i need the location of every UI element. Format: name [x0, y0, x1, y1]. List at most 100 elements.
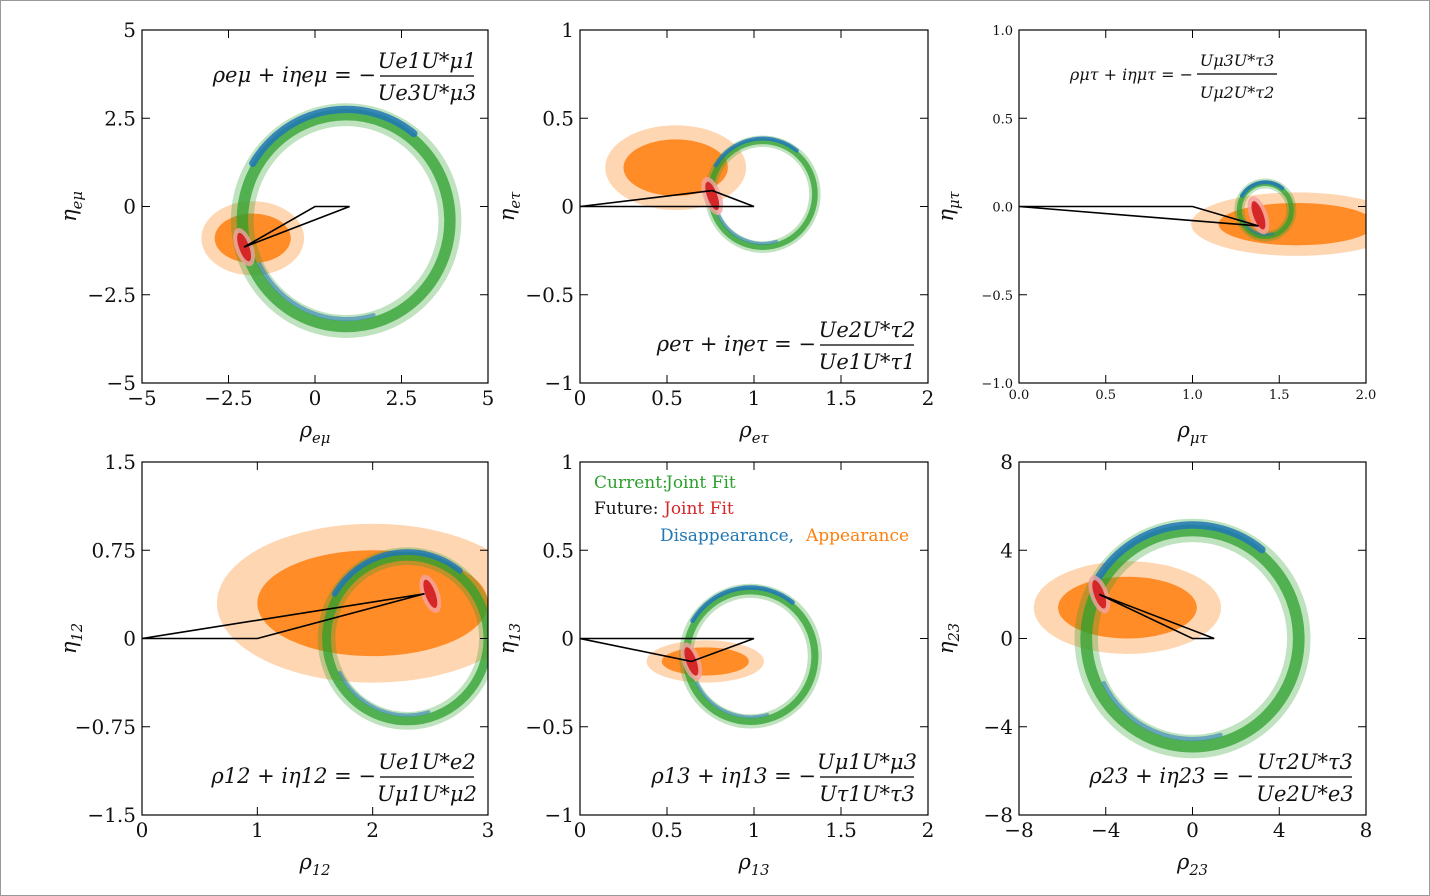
x-tick-label: 5 [482, 386, 495, 410]
y-tick-label: 1.0 [992, 24, 1013, 39]
disappearance-arc-1 [1093, 521, 1266, 584]
y-axis-label: η12 [57, 623, 86, 654]
y-tick-label: −0.5 [525, 283, 574, 307]
y-tick-label: −0.75 [75, 715, 136, 739]
unitarity-triangle [142, 592, 425, 640]
formula-numerator: Uτ2U*τ3 [1257, 750, 1353, 774]
joint-fit-ring-inner [1080, 524, 1305, 753]
plot-area-etau [580, 125, 821, 253]
formula-numerator: Ue1U*μ1 [378, 49, 477, 73]
x-tick-label: −4 [1091, 818, 1120, 842]
x-tick-label: 2 [366, 818, 379, 842]
x-tick-label: 3 [482, 818, 495, 842]
future-joint-fit-inner [1251, 201, 1266, 230]
y-tick-label: 0 [1000, 627, 1013, 651]
x-tick-label: 1.5 [825, 818, 857, 842]
formula-lhs: ρ12 + iη12 = − [210, 764, 376, 788]
legend-future-joint-fit: Joint Fit [662, 499, 734, 519]
y-axis-label: ηeμ [57, 191, 86, 222]
plot-area-23 [1033, 518, 1311, 759]
plot-area-mutau [1019, 178, 1366, 256]
x-tick-label: 1 [251, 818, 264, 842]
x-tick-label: 1.0 [1182, 388, 1203, 403]
disappearance-arc-2 [338, 670, 431, 717]
panels: −5 −2.5 0 2.5 5 −5 −2.5 0 2.5 5 ρeμ ηeμ ρeμ + iηeμ =… [57, 18, 1376, 879]
y-tick-label: −2.5 [87, 283, 136, 307]
legend-current-joint-fit: Joint Fit [664, 473, 736, 493]
y-tick-label: −1 [545, 371, 574, 395]
x-axis-label: ρ13 [737, 850, 769, 879]
plot-area-12 [142, 523, 488, 730]
joint-fit-ring-inner [236, 109, 456, 333]
x-tick-label: 0 [574, 386, 587, 410]
x-tick-label: 4 [1273, 818, 1286, 842]
legend-future-label: Future: [594, 499, 658, 519]
x-tick-label: 0 [1186, 818, 1199, 842]
x-tick-label: 0 [574, 818, 587, 842]
panel-12: 0 1 2 3 −1.5 −0.75 0 0.75 1.5 ρ12 η12 ρ12 + iη12 = … [57, 450, 495, 879]
disappearance-arc-1 [713, 136, 799, 168]
panel-emu: −5 −2.5 0 2.5 5 −5 −2.5 0 2.5 5 ρeμ ηeμ ρeμ + iηeμ =… [57, 18, 494, 447]
formula-lhs: ρeμ + iηeμ = − [212, 63, 376, 87]
future-joint-fit-inner [423, 579, 438, 608]
x-axis-label: ρ23 [1176, 850, 1208, 879]
formula-lhs: ρ23 + iη23 = − [1088, 764, 1254, 788]
disappearance-arc-2 [1242, 219, 1274, 237]
appearance-region-inner [623, 139, 728, 196]
plot-area-emu [201, 103, 462, 338]
x-tick-label: −2.5 [204, 386, 253, 410]
y-tick-label: −1.0 [981, 377, 1013, 392]
y-tick-label: 0.0 [992, 201, 1013, 216]
x-tick-label: 0.5 [1095, 388, 1116, 403]
y-axis-label: ημτ [934, 190, 963, 221]
disappearance-arc-1 [331, 549, 463, 597]
x-tick-label: 0 [136, 818, 149, 842]
y-tick-label: 0 [561, 627, 574, 651]
unitarity-triangle [580, 189, 755, 208]
y-tick-label: 0.5 [542, 106, 574, 130]
y-tick-label: 5 [123, 18, 136, 42]
panel-etau: 0 0.5 1 1.5 2 −1 −0.5 0 0.5 1 ρeτ ηeτ ρeτ + iηeτ = −… [495, 18, 934, 447]
y-tick-label: 1.5 [104, 450, 136, 474]
x-tick-label: 1 [748, 386, 761, 410]
plot-area-13 [580, 583, 822, 729]
y-tick-label: 8 [1000, 450, 1013, 474]
y-tick-label: −1.5 [87, 803, 136, 827]
y-tick-label: −0.5 [981, 289, 1013, 304]
formula-lhs: ρeτ + iηeτ = − [656, 332, 816, 356]
y-tick-label: −0.5 [525, 715, 574, 739]
panel-mutau: 0.0 0.5 1.0 1.5 2.0 −1.0 −0.5 0.0 0.5 1.0 ρμτ ημτ ρμ… [934, 24, 1376, 447]
x-tick-label: 2.5 [386, 386, 418, 410]
appearance-region-inner [257, 550, 488, 657]
x-tick-label: −5 [127, 386, 156, 410]
formula-numerator: Uμ3U*τ3 [1200, 51, 1275, 70]
x-tick-label: 0.5 [651, 818, 683, 842]
panel-23: −8 −4 0 4 8 −8 −4 0 4 8 ρ23 η23 ρ23 + iη23 = −Uτ2U*τ… [934, 450, 1372, 879]
formula-annotation: ρ13 + iη13 = −Uμ1U*μ3 Uτ1U*τ3 [650, 750, 917, 806]
panel-13: 0 0.5 1 1.5 2 −1 −0.5 0 0.5 1 ρ13 η13 ρ13 + iη13 = −… [495, 450, 934, 879]
x-axis-label: ρeτ [738, 418, 769, 447]
x-axis-label: ρeμ [299, 418, 331, 447]
x-axis-label: ρμτ [1176, 418, 1208, 447]
x-tick-label: 2 [922, 386, 935, 410]
formula-annotation: ρμτ + iημτ = − Uμ3U*τ3 Uμ2U*τ2 [1069, 51, 1277, 102]
unitarity-triangle [1098, 593, 1215, 640]
unitarity-triangle [580, 637, 755, 663]
disappearance-arc-1 [249, 105, 418, 167]
y-tick-label: 4 [1000, 538, 1013, 562]
formula-annotation: ρ12 + iη12 = −Ue1U*e2 Uμ1U*μ2 [210, 750, 477, 806]
x-tick-label: 0.5 [651, 386, 683, 410]
future-joint-fit-inner [705, 181, 720, 211]
formula-denominator: Ue2U*e3 [1256, 782, 1353, 806]
x-tick-label: 2 [922, 818, 935, 842]
y-tick-label: −8 [984, 803, 1013, 827]
x-tick-label: 8 [1360, 818, 1373, 842]
formula-denominator: Ue1U*τ1 [819, 350, 916, 374]
formula-annotation: ρ23 + iη23 = −Uτ2U*τ3 Ue2U*e3 [1088, 750, 1353, 806]
x-tick-label: 0.0 [1009, 388, 1030, 403]
disappearance-arc-1 [1239, 180, 1285, 198]
formula-numerator: Uμ1U*μ3 [817, 750, 917, 774]
y-tick-label: 0 [561, 195, 574, 219]
